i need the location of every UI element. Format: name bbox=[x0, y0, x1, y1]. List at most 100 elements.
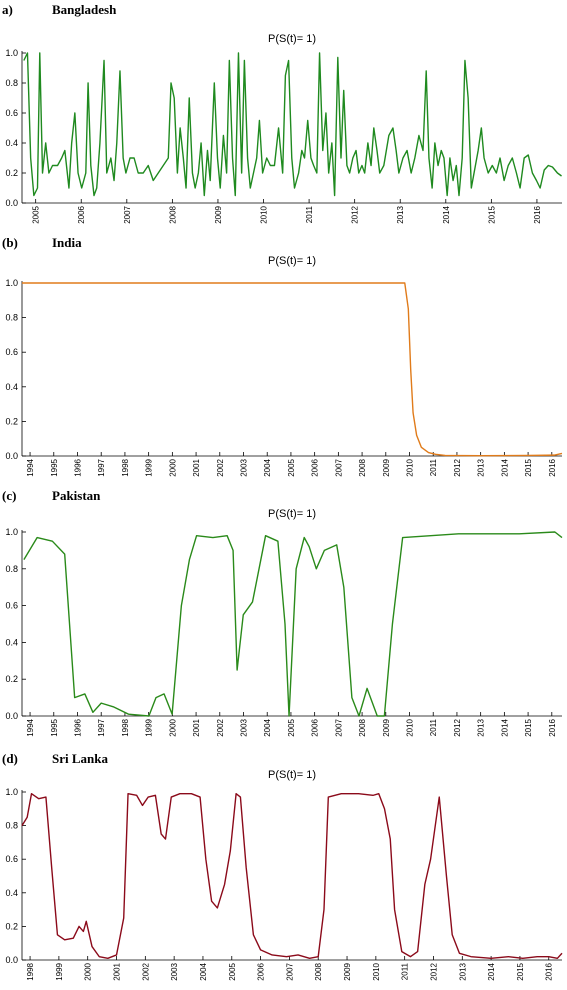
x-tick-label: 2001 bbox=[192, 718, 201, 736]
x-tick-label: 2013 bbox=[458, 962, 467, 980]
y-tick-label: 0.8 bbox=[5, 821, 18, 831]
panel-subtitle: P(S(t)= 1) bbox=[268, 769, 316, 781]
x-tick-label: 1999 bbox=[145, 458, 154, 476]
panel-subtitle: P(S(t)= 1) bbox=[268, 255, 316, 267]
x-tick-label: 2006 bbox=[257, 962, 266, 980]
x-tick-label: 1998 bbox=[121, 718, 130, 736]
panel-label: (c) bbox=[2, 488, 16, 503]
x-tick-label: 2012 bbox=[453, 718, 462, 736]
x-tick-label: 2002 bbox=[141, 962, 150, 980]
y-tick-label: 0.2 bbox=[5, 168, 18, 178]
panel-subtitle: P(S(t)= 1) bbox=[268, 33, 316, 45]
x-tick-label: 2008 bbox=[358, 458, 367, 476]
y-tick-label: 0.6 bbox=[5, 347, 18, 357]
x-tick-label: 1996 bbox=[73, 718, 82, 736]
x-tick-label: 2003 bbox=[240, 718, 249, 736]
x-tick-label: 1996 bbox=[73, 458, 82, 476]
x-tick-label: 2006 bbox=[311, 718, 320, 736]
series-line bbox=[22, 282, 563, 457]
x-tick-label: 2015 bbox=[524, 718, 533, 736]
y-tick-label: 0.0 bbox=[5, 198, 18, 208]
x-tick-label: 2012 bbox=[453, 458, 462, 476]
x-tick-label: 2008 bbox=[168, 205, 177, 223]
x-tick-label: 2016 bbox=[548, 458, 557, 476]
x-tick-label: 2010 bbox=[406, 718, 415, 736]
x-tick-label: 2009 bbox=[214, 205, 223, 223]
x-tick-label: 2003 bbox=[240, 458, 249, 476]
x-tick-label: 2008 bbox=[358, 718, 367, 736]
y-tick-label: 1.0 bbox=[5, 527, 18, 537]
x-tick-label: 2009 bbox=[343, 962, 352, 980]
x-tick-label: 2016 bbox=[545, 962, 554, 980]
x-tick-label: 2004 bbox=[263, 718, 272, 736]
x-tick-label: 2011 bbox=[429, 458, 438, 476]
y-tick-label: 0.2 bbox=[5, 416, 18, 426]
y-tick-label: 0.0 bbox=[5, 955, 18, 965]
x-tick-label: 2005 bbox=[287, 458, 296, 476]
panel-title: Pakistan bbox=[52, 488, 101, 503]
x-tick-label: 2015 bbox=[524, 458, 533, 476]
y-tick-label: 0.0 bbox=[5, 451, 18, 461]
x-tick-label: 2007 bbox=[285, 962, 294, 980]
x-tick-label: 2000 bbox=[168, 718, 177, 736]
x-tick-label: 2009 bbox=[382, 458, 391, 476]
x-tick-label: 2009 bbox=[382, 718, 391, 736]
y-tick-label: 0.4 bbox=[5, 888, 18, 898]
x-tick-label: 2007 bbox=[334, 718, 343, 736]
x-tick-label: 2011 bbox=[401, 962, 410, 980]
x-tick-label: 2005 bbox=[287, 718, 296, 736]
x-tick-label: 2001 bbox=[192, 458, 201, 476]
x-tick-label: 2001 bbox=[113, 962, 122, 980]
series-line bbox=[21, 792, 563, 960]
y-tick-label: 0.8 bbox=[5, 313, 18, 323]
x-tick-label: 1998 bbox=[26, 962, 35, 980]
y-tick-label: 0.2 bbox=[5, 921, 18, 931]
panel-title: Sri Lanka bbox=[52, 751, 108, 766]
x-tick-label: 2006 bbox=[311, 458, 320, 476]
x-tick-label: 1997 bbox=[97, 458, 106, 476]
y-tick-label: 0.8 bbox=[5, 564, 18, 574]
x-tick-label: 2016 bbox=[533, 205, 542, 223]
x-tick-label: 2007 bbox=[334, 458, 343, 476]
y-tick-label: 0.4 bbox=[5, 382, 18, 392]
y-tick-label: 1.0 bbox=[5, 787, 18, 797]
x-tick-label: 2010 bbox=[406, 458, 415, 476]
x-tick-label: 2013 bbox=[396, 205, 405, 223]
y-tick-label: 0.4 bbox=[5, 637, 18, 647]
x-tick-label: 1997 bbox=[97, 718, 106, 736]
x-tick-label: 2005 bbox=[32, 205, 41, 223]
x-tick-label: 1995 bbox=[50, 718, 59, 736]
panel-label: (b) bbox=[2, 235, 18, 250]
x-tick-label: 2002 bbox=[216, 718, 225, 736]
panel-title: India bbox=[52, 235, 82, 250]
x-tick-label: 2007 bbox=[123, 205, 132, 223]
x-tick-label: 2014 bbox=[442, 205, 451, 223]
y-tick-label: 0.0 bbox=[5, 711, 18, 721]
x-tick-label: 1999 bbox=[55, 962, 64, 980]
x-tick-label: 2004 bbox=[199, 962, 208, 980]
y-tick-label: 1.0 bbox=[5, 48, 18, 58]
y-tick-label: 0.6 bbox=[5, 601, 18, 611]
panel-label: a) bbox=[2, 2, 13, 17]
x-tick-label: 2010 bbox=[372, 962, 381, 980]
x-tick-label: 2000 bbox=[84, 962, 93, 980]
x-tick-label: 1998 bbox=[121, 458, 130, 476]
x-tick-label: 2000 bbox=[168, 458, 177, 476]
y-tick-label: 0.8 bbox=[5, 78, 18, 88]
x-tick-label: 2012 bbox=[351, 205, 360, 223]
panel-title: Bangladesh bbox=[52, 2, 117, 17]
x-tick-label: 2011 bbox=[305, 205, 314, 223]
y-tick-label: 1.0 bbox=[5, 278, 18, 288]
x-tick-label: 2006 bbox=[77, 205, 86, 223]
x-tick-label: 2011 bbox=[429, 718, 438, 736]
x-tick-label: 2015 bbox=[487, 205, 496, 223]
panel-subtitle: P(S(t)= 1) bbox=[268, 508, 316, 520]
x-tick-label: 2014 bbox=[500, 458, 509, 476]
x-tick-label: 2013 bbox=[477, 718, 486, 736]
x-tick-label: 1995 bbox=[50, 458, 59, 476]
x-tick-label: 2010 bbox=[260, 205, 269, 223]
x-tick-label: 2005 bbox=[228, 962, 237, 980]
x-tick-label: 2014 bbox=[500, 718, 509, 736]
x-tick-label: 2015 bbox=[516, 962, 525, 980]
